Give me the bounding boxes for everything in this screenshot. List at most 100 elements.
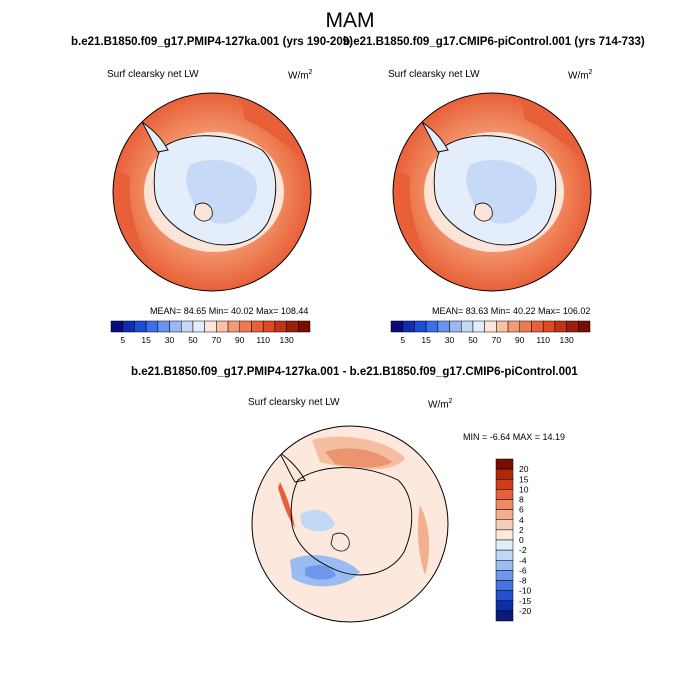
- colorbar-2-swatch: [496, 320, 509, 333]
- colorbar-1-swatch: [122, 320, 135, 333]
- colorbar-3-tick-label: 8: [519, 495, 524, 505]
- colorbar-1-swatch: [157, 320, 170, 333]
- panel-1-stats: MEAN= 84.65 Min= 40.02 Max= 108.44: [150, 306, 309, 316]
- colorbar-1-swatch: [169, 320, 182, 333]
- colorbar-2-tick-label: 30: [445, 335, 455, 345]
- colorbar-3-tick-label: 15: [519, 474, 529, 484]
- colorbar-1-tick-label: 30: [165, 335, 175, 345]
- colorbar-1-tick-label: 50: [188, 335, 198, 345]
- colorbar-1-swatch: [262, 320, 276, 333]
- colorbar-1-swatch: [274, 320, 287, 333]
- colorbar-2-tick-label: 90: [515, 335, 525, 345]
- colorbar-2-swatch: [425, 320, 439, 333]
- main-title: MAM: [325, 9, 375, 32]
- colorbar-3-tick-label: 4: [519, 515, 524, 525]
- panel-3-cool-zone: [300, 509, 335, 532]
- colorbar-2-tick-label: 50: [468, 335, 478, 345]
- colorbar-2-swatch: [507, 320, 521, 333]
- colorbar-1-swatch: [216, 320, 229, 333]
- colorbar-2-swatch: [519, 320, 532, 333]
- colorbar-3-swatch: [495, 580, 514, 591]
- panel-2-warm-band-west: [393, 170, 430, 265]
- panel-2-ross-shelf: [473, 202, 493, 222]
- panel-2-warm-band: [520, 95, 585, 160]
- colorbar-3-tick-label: 2: [519, 525, 524, 535]
- colorbar-1-swatch: [110, 320, 123, 333]
- panel-3-warm-halo: [312, 436, 405, 470]
- colorbar-2-swatch: [472, 320, 485, 333]
- colorbar-3-swatch: [495, 560, 514, 571]
- colorbar-3-swatch: [495, 468, 514, 480]
- colorbar-2-swatch: [484, 320, 497, 333]
- colorbar-2-swatch: [554, 320, 567, 333]
- colorbar-1-tick-label: 130: [279, 335, 293, 345]
- colorbar-1-swatch: [227, 320, 241, 333]
- colorbar-3-swatch: [495, 499, 514, 510]
- colorbar-3-swatch: [495, 529, 514, 541]
- panel-2-title: b.e21.B1850.f09_g17.CMIP6-piControl.001 …: [343, 36, 645, 48]
- panel-3-stats: MIN = -6.64 MAX = 14.19: [463, 432, 566, 442]
- colorbar-1-swatch: [298, 320, 311, 333]
- colorbar-3-swatch: [495, 610, 514, 622]
- colorbar-2-tick-label: 130: [559, 335, 573, 345]
- colorbar-3-swatch: [495, 489, 514, 500]
- colorbar-1-swatch: [192, 320, 205, 333]
- colorbar-1-swatch: [180, 320, 194, 333]
- panel-2-variable: Surf clearsky net LW: [388, 69, 480, 80]
- panel-3-peninsula-anomaly: [278, 482, 295, 528]
- colorbar-2-swatch: [578, 320, 591, 333]
- colorbar-3-swatch: [495, 479, 514, 490]
- panel-3-map: [251, 425, 449, 623]
- colorbar-1-swatch: [134, 320, 147, 333]
- colorbar-1-swatch: [286, 320, 299, 333]
- panel-1-variable: Surf clearsky net LW: [107, 69, 199, 80]
- colorbar-3-swatch: [495, 519, 514, 531]
- panel-3-units: W/m2: [428, 398, 453, 411]
- colorbar-2-tick-label: 15: [421, 335, 431, 345]
- colorbar-3-swatch: [495, 590, 514, 601]
- colorbar-2-swatch: [531, 320, 544, 333]
- colorbar-3-tick-label: 6: [519, 505, 524, 515]
- colorbar-3-tick-label: 0: [519, 535, 524, 545]
- panel-1-warm-band-west: [113, 170, 150, 265]
- colorbar-1-tick-label: 5: [120, 335, 125, 345]
- colorbar-3-swatch: [495, 549, 514, 561]
- colorbar-2-tick-label: 110: [536, 335, 550, 345]
- colorbar-1-tick-label: 90: [235, 335, 245, 345]
- colorbar-2-swatch: [566, 320, 579, 333]
- colorbar-3-tick-label: -8: [519, 576, 527, 586]
- colorbar-panel-2: 5 15 30 50 70 90 110 130: [390, 320, 591, 345]
- colorbar-3-swatch: [495, 600, 514, 612]
- colorbar-3-tick-label: -2: [519, 545, 527, 555]
- colorbar-3-swatch: [495, 570, 514, 581]
- panel-3-map-border: [251, 425, 449, 623]
- colorbar-1-tick-label: 70: [212, 335, 222, 345]
- colorbar-3-swatch: [495, 509, 514, 520]
- colorbar-1-tick-label: 110: [256, 335, 270, 345]
- colorbar-2-swatch: [402, 320, 415, 333]
- panel-1-units: W/m2: [288, 69, 313, 82]
- colorbar-2-tick-label: 5: [400, 335, 405, 345]
- panel-1-title: b.e21.B1850.f09_g17.PMIP4-127ka.001 (yrs…: [71, 36, 353, 48]
- panel-1-map-border: [112, 92, 312, 292]
- colorbar-3-swatch: [495, 458, 514, 470]
- panel-1-warm-band: [240, 95, 305, 160]
- panel-3-variable: Surf clearsky net LW: [248, 397, 340, 408]
- colorbar-3-tick-label: 10: [519, 484, 529, 494]
- colorbar-3-tick-label: -10: [519, 586, 532, 596]
- colorbar-1-swatch: [204, 320, 217, 333]
- colorbar-2-swatch: [437, 320, 450, 333]
- colorbar-2-swatch: [414, 320, 427, 333]
- panel-3-antarctica-outline: [290, 467, 413, 576]
- panel-3-ross-outline: [330, 532, 350, 552]
- panel-2-map-border: [392, 92, 592, 292]
- colorbar-3-tick-label: -4: [519, 555, 527, 565]
- colorbar-2-swatch: [390, 320, 403, 333]
- panel-2-units: W/m2: [568, 69, 593, 82]
- colorbar-3-swatch: [495, 539, 514, 551]
- panel-3-cold-core: [305, 565, 336, 580]
- colorbar-2-swatch: [542, 320, 556, 333]
- panel-2-map: [392, 92, 592, 292]
